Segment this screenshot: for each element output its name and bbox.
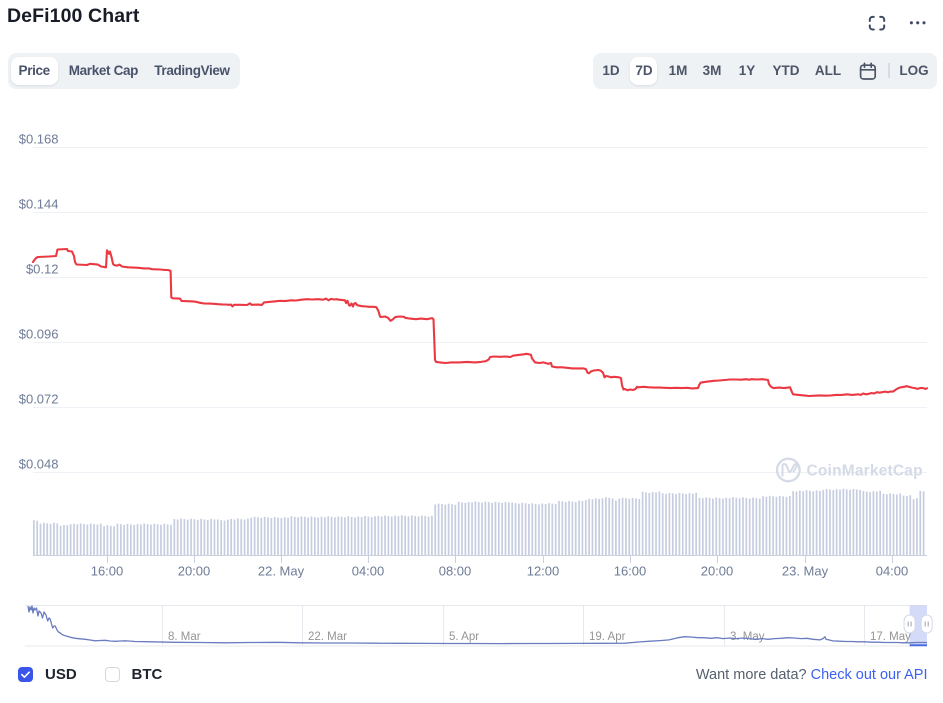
svg-text:22. May: 22. May (258, 564, 305, 579)
svg-text:19. Apr: 19. Apr (589, 631, 626, 643)
svg-text:23. May: 23. May (782, 564, 829, 579)
svg-text:$0.072: $0.072 (19, 392, 59, 407)
svg-text:8. Mar: 8. Mar (168, 631, 201, 643)
svg-text:08:00: 08:00 (439, 564, 472, 579)
svg-text:22. Mar: 22. Mar (308, 631, 347, 643)
svg-text:16:00: 16:00 (614, 564, 647, 579)
svg-text:$0.048: $0.048 (19, 457, 59, 472)
svg-text:16:00: 16:00 (91, 564, 124, 579)
svg-text:5. Apr: 5. Apr (449, 631, 479, 643)
svg-text:CoinMarketCap: CoinMarketCap (807, 463, 923, 480)
svg-text:04:00: 04:00 (876, 564, 909, 579)
svg-text:$0.12: $0.12 (26, 262, 59, 277)
svg-text:04:00: 04:00 (352, 564, 385, 579)
svg-text:$0.096: $0.096 (19, 327, 59, 342)
svg-text:17. May: 17. May (870, 631, 911, 643)
svg-text:20:00: 20:00 (178, 564, 211, 579)
svg-text:12:00: 12:00 (527, 564, 560, 579)
svg-text:3. May: 3. May (730, 631, 765, 643)
svg-text:$0.144: $0.144 (19, 197, 59, 212)
svg-text:20:00: 20:00 (701, 564, 734, 579)
svg-text:$0.168: $0.168 (19, 132, 59, 147)
